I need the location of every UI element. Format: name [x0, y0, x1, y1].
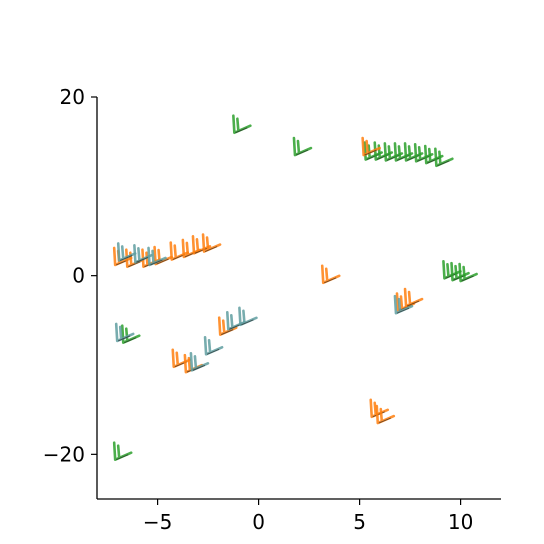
wind-barb-edge	[364, 149, 377, 156]
x-tick-label: 0	[252, 510, 265, 534]
wind-barb-edge	[295, 149, 309, 156]
x-ticks: −5 0 5 10	[143, 499, 473, 534]
plot-area	[112, 114, 478, 461]
wind-barb-edge	[461, 275, 474, 282]
barb-series	[112, 114, 478, 461]
wind-barb-edge	[221, 329, 234, 336]
wind-barb-edge	[136, 256, 149, 263]
y-tick-label: 0	[72, 264, 85, 288]
wind-barb-edge	[378, 417, 391, 424]
y-tick-label: 20	[60, 85, 85, 109]
wind-barb-edge	[128, 261, 141, 268]
wind-barb-edge	[150, 259, 163, 266]
wind-barb-edge	[120, 255, 133, 261]
wind-barb-edge	[324, 277, 337, 284]
wind-barb-edge	[156, 258, 169, 265]
barb-layer	[112, 114, 478, 461]
wind-barb-edge	[372, 411, 385, 418]
barb-series	[114, 242, 414, 372]
wind-barb-edge	[396, 307, 410, 314]
wind-barb-edge	[406, 300, 420, 307]
wind-barb-edge	[115, 454, 129, 461]
wind-barb-edge	[118, 335, 131, 342]
x-tick-label: 5	[353, 510, 366, 534]
wind-barb-edge	[124, 337, 137, 344]
y-tick-label: −20	[43, 442, 85, 466]
y-ticks: −20 0 20	[43, 85, 97, 466]
wind-barb-edge	[192, 364, 206, 371]
x-tick-label: 10	[448, 510, 473, 534]
wind-barb-edge	[437, 160, 450, 167]
wind-barb-edge	[427, 157, 440, 164]
barb-series	[112, 136, 424, 425]
wind-barb-edge	[235, 127, 248, 134]
wind-barb-edge	[241, 319, 254, 326]
wind-barb-edge	[206, 348, 220, 355]
wind-barb-edge	[204, 246, 218, 253]
x-tick-label: −5	[143, 510, 172, 534]
